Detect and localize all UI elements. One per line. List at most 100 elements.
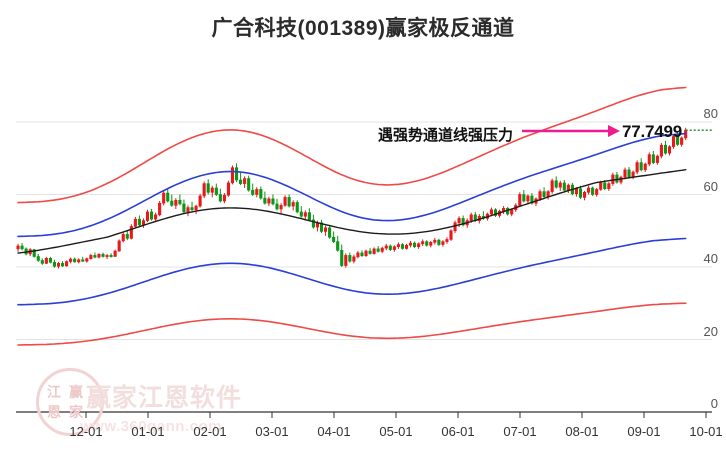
last-price-label: 77.7499 <box>622 122 683 141</box>
candle-body <box>518 194 522 206</box>
candle-body <box>214 187 218 195</box>
y-axis-tick-label: 20 <box>703 323 718 339</box>
candle-body <box>303 212 307 217</box>
candle-body <box>522 194 526 202</box>
candle-body <box>166 192 170 202</box>
candle-body <box>542 191 546 197</box>
candle-body <box>121 234 125 242</box>
candle-body <box>433 239 437 243</box>
candle-body <box>283 197 287 206</box>
candle-body <box>145 211 150 221</box>
seal-char-2: 赢 <box>69 384 83 400</box>
candle-body <box>655 155 659 163</box>
candle-body <box>489 209 494 215</box>
candle-body <box>230 167 235 184</box>
candle-body <box>324 227 328 232</box>
candle-body <box>493 209 498 216</box>
candle-body <box>356 252 360 258</box>
candle-body <box>279 205 283 210</box>
candle-body <box>623 169 627 178</box>
candle-body <box>368 250 372 254</box>
candle-body <box>97 254 101 258</box>
candle-body <box>170 200 174 206</box>
candle-body <box>251 189 255 195</box>
candle-body <box>65 261 69 267</box>
candle-body <box>101 254 105 257</box>
candle-body <box>607 183 611 189</box>
y-axis-tick-label: 40 <box>703 251 718 266</box>
candle-body <box>627 169 631 178</box>
candle-body <box>85 258 89 262</box>
candle-body <box>113 250 117 257</box>
x-axis-tick-label: 03-01 <box>255 424 289 439</box>
candle-body <box>413 242 417 247</box>
candle-body <box>40 260 44 264</box>
candle-body <box>344 255 348 266</box>
candle-body <box>550 180 554 192</box>
candle-body <box>364 250 368 257</box>
candle-body <box>287 197 291 207</box>
candle-body <box>352 256 356 262</box>
candle-body <box>663 144 668 154</box>
candle-body <box>239 179 243 184</box>
annotation-arrow-head <box>608 125 620 137</box>
candle-body <box>291 202 295 207</box>
candle-body <box>307 212 311 221</box>
candle-body <box>32 249 36 257</box>
candle-body <box>469 214 473 221</box>
candle-body <box>190 207 194 211</box>
candle-body <box>81 259 85 262</box>
candle-body <box>510 209 514 215</box>
candle-body <box>226 182 230 196</box>
candle-body <box>174 200 178 206</box>
chart-annotation-label: 遇强势通道线强压力 <box>378 127 514 144</box>
candle-body <box>667 146 672 154</box>
candle-body <box>73 258 77 263</box>
candle-body <box>77 259 81 263</box>
candle-body <box>384 245 388 249</box>
candle-body <box>457 218 461 224</box>
candle-body <box>271 198 275 205</box>
candle-body <box>20 245 24 250</box>
x-axis-tick-label: 06-01 <box>441 424 475 439</box>
candle-body <box>48 257 52 263</box>
candle-body <box>89 255 93 259</box>
candle-body <box>396 244 400 247</box>
candle-body <box>332 236 336 242</box>
candle-body <box>400 244 404 249</box>
channel-line <box>17 169 687 254</box>
candle-body <box>234 167 239 181</box>
candle-body <box>186 207 190 213</box>
page-title: 广合科技(001389)赢家极反通道 <box>211 17 515 40</box>
candle-body <box>672 136 676 147</box>
candle-body <box>311 219 315 228</box>
candle-body <box>388 245 392 250</box>
watermark-seal: 江 赢 恩 家 <box>36 368 104 436</box>
candle-body <box>461 218 465 226</box>
candle-body <box>117 240 121 252</box>
candle-body <box>340 250 344 266</box>
seal-char-4: 家 <box>69 404 83 420</box>
candle-body <box>603 182 607 189</box>
candle-body <box>380 247 384 252</box>
candle-body <box>631 171 635 178</box>
x-axis-tick-label: 04-01 <box>317 424 351 439</box>
candle-body <box>445 239 449 242</box>
channel-line <box>17 132 687 238</box>
candle-body <box>680 137 684 145</box>
candle-body <box>526 195 530 202</box>
y-axis-tick-label: 80 <box>703 106 718 121</box>
candle-body <box>676 136 680 145</box>
candle-body <box>336 241 340 251</box>
candle-body <box>16 245 20 250</box>
candle-body <box>162 192 166 204</box>
candle-body <box>546 191 550 197</box>
watermark-brand: 赢家江恩软件 <box>86 384 243 412</box>
candle-body <box>651 154 655 163</box>
candle-body <box>429 242 433 246</box>
candle-body <box>566 184 570 191</box>
candle-body <box>202 183 206 197</box>
candle-body <box>247 178 251 191</box>
